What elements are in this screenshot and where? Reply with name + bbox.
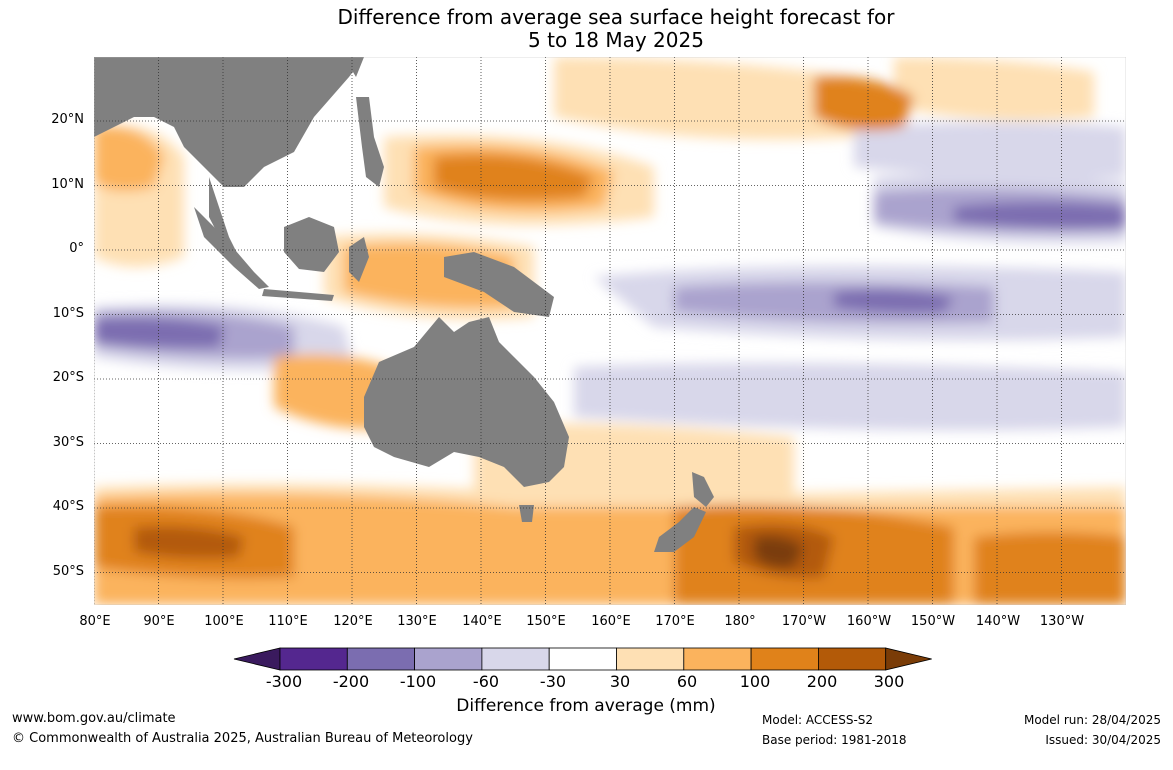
issued-text: Issued: 30/04/2025 <box>1045 733 1161 747</box>
lon-label: 180° <box>724 614 756 629</box>
legend-tick-label: -30 <box>539 672 567 691</box>
sea-surface-height-map <box>94 57 1126 605</box>
philippines <box>356 97 384 187</box>
legend-tick-label: 100 <box>739 672 771 691</box>
chart-title-line2: 5 to 18 May 2025 <box>528 28 704 52</box>
model-text: Model: ACCESS-S2 <box>762 713 874 727</box>
lon-label: 150°E <box>526 614 566 629</box>
website-link[interactable]: www.bom.gov.au/climate <box>12 711 176 726</box>
legend-colorbar <box>233 647 932 671</box>
lon-label: 100°E <box>204 614 244 629</box>
legend-swatch <box>548 647 617 671</box>
taiwan <box>344 57 364 77</box>
gridlines <box>94 57 1126 605</box>
lon-label: 130°E <box>397 614 437 629</box>
legend-tick-label: 200 <box>806 672 838 691</box>
lat-label: 10°N <box>51 177 84 192</box>
legend-swatch <box>279 647 348 671</box>
lat-label: 10°S <box>52 306 84 321</box>
asia-mainland <box>94 57 364 187</box>
lon-label: 160°E <box>591 614 631 629</box>
base-period-text: Base period: 1981-2018 <box>762 733 907 747</box>
lat-label: 0° <box>69 241 84 256</box>
lat-label: 20°N <box>51 112 84 127</box>
legend-tick-label: 300 <box>873 672 905 691</box>
lat-label: 40°S <box>52 499 84 514</box>
lon-label: 90°E <box>143 614 175 629</box>
legend-tick-label: -60 <box>472 672 500 691</box>
chart-title-line1: Difference from average sea surface heig… <box>337 5 895 29</box>
lat-label: 20°S <box>52 370 84 385</box>
new-zealand-south <box>654 507 706 552</box>
lat-label: 30°S <box>52 435 84 450</box>
copyright-text: © Commonwealth of Australia 2025, Austra… <box>12 731 473 746</box>
lon-label: 120°E <box>333 614 373 629</box>
lon-label: 110°E <box>268 614 308 629</box>
legend-swatch <box>414 647 483 671</box>
legend-swatch-max <box>885 647 932 671</box>
lon-label: 80°E <box>79 614 111 629</box>
lon-label: 170°E <box>655 614 695 629</box>
lon-label: 140°E <box>462 614 502 629</box>
tasmania <box>519 505 534 522</box>
sulawesi <box>349 237 369 282</box>
legend-swatch <box>683 647 752 671</box>
legend-tick-label: 30 <box>609 672 631 691</box>
australia <box>364 317 569 487</box>
sumatra <box>194 207 269 289</box>
lon-label: 140°W <box>975 614 1021 629</box>
legend-swatch <box>346 647 416 671</box>
legend-swatch <box>818 647 887 671</box>
legend-swatch <box>481 647 550 671</box>
legend-tick-label: -200 <box>332 672 370 691</box>
model-run-text: Model run: 28/04/2025 <box>1023 713 1161 727</box>
lat-label: 50°S <box>52 564 84 579</box>
java <box>262 289 334 301</box>
new-guinea <box>444 252 554 317</box>
legend-title: Difference from average (mm) <box>456 696 716 716</box>
land-masses <box>94 57 714 552</box>
legend-swatch-min <box>233 647 281 671</box>
legend-tick-label: -100 <box>399 672 437 691</box>
legend-swatch <box>616 647 685 671</box>
lon-label: 160°W <box>846 614 892 629</box>
legend-tick-label: -300 <box>265 672 303 691</box>
new-zealand-north <box>692 472 714 507</box>
lon-label: 150°W <box>910 614 956 629</box>
legend-swatch <box>750 647 819 671</box>
legend-tick-label: 60 <box>676 672 698 691</box>
lon-label: 170°W <box>781 614 827 629</box>
lon-label: 130°W <box>1039 614 1085 629</box>
borneo <box>284 217 339 272</box>
